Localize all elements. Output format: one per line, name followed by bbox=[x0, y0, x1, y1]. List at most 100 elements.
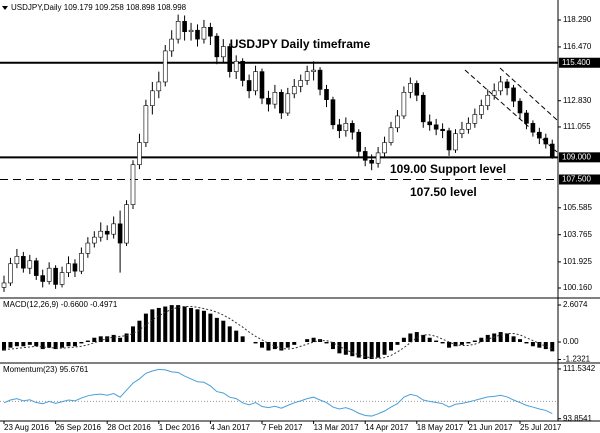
candle-body bbox=[517, 100, 523, 114]
candle-body bbox=[459, 128, 465, 134]
macd-bar bbox=[195, 309, 200, 342]
macd-bar bbox=[466, 341, 471, 344]
macd-bar bbox=[395, 341, 400, 345]
macd-bar bbox=[363, 341, 368, 360]
candle-body bbox=[53, 267, 58, 285]
y-tick-label: 111.5342 bbox=[563, 364, 596, 373]
macd-bar bbox=[34, 341, 39, 347]
candle-body bbox=[124, 204, 129, 244]
macd-bar bbox=[292, 341, 297, 345]
candle-body bbox=[117, 223, 123, 244]
candle-body bbox=[143, 105, 149, 143]
candle-body bbox=[130, 164, 136, 205]
macd-bar bbox=[453, 341, 458, 347]
candle-body bbox=[227, 46, 233, 72]
candle-body bbox=[66, 263, 71, 273]
macd-bar bbox=[182, 306, 187, 342]
candle-body bbox=[79, 253, 84, 272]
candle-body bbox=[304, 71, 310, 81]
candle-body bbox=[433, 124, 439, 130]
candle-body bbox=[543, 137, 549, 145]
candle-body bbox=[21, 256, 26, 269]
macd-bar bbox=[369, 341, 374, 360]
level-label-box bbox=[559, 174, 600, 185]
macd-bar bbox=[376, 341, 381, 358]
macd-bar bbox=[518, 339, 522, 342]
candle-body bbox=[27, 260, 33, 269]
macd-bar bbox=[2, 341, 6, 351]
candle-body bbox=[343, 123, 349, 132]
macd-bar bbox=[447, 341, 452, 348]
macd-bar bbox=[47, 341, 52, 348]
macd-bar bbox=[137, 320, 142, 342]
y-tick-label: 116.470 bbox=[563, 42, 592, 51]
candle-body bbox=[272, 92, 278, 105]
macd-bar bbox=[530, 341, 535, 347]
level-label: 109.000 bbox=[562, 152, 591, 161]
macd-bar bbox=[66, 341, 71, 347]
candle-body bbox=[208, 26, 213, 37]
x-tick-label: 26 Sep 2016 bbox=[56, 423, 102, 432]
candle-body bbox=[382, 142, 387, 154]
candle-body bbox=[472, 114, 478, 124]
candle-body bbox=[395, 115, 400, 129]
x-tick-label: 28 Oct 2016 bbox=[107, 423, 151, 432]
candle-body bbox=[201, 26, 207, 40]
macd-bar bbox=[260, 341, 264, 348]
macd-bar bbox=[214, 317, 219, 342]
macd-bar bbox=[208, 313, 213, 342]
y-tick-label: -1.2321 bbox=[563, 355, 591, 364]
candle-body bbox=[156, 81, 162, 92]
candle-body bbox=[485, 94, 491, 106]
macd-bar bbox=[427, 337, 432, 342]
candle-body bbox=[356, 131, 362, 152]
macd-signal bbox=[4, 306, 553, 359]
candle-body bbox=[420, 94, 426, 123]
macd-bar bbox=[543, 341, 548, 350]
macd-bar bbox=[163, 306, 168, 342]
candle-body bbox=[537, 131, 542, 139]
macd-bar bbox=[440, 341, 445, 344]
candle-body bbox=[285, 93, 291, 114]
macd-bar bbox=[337, 341, 342, 354]
candle-body bbox=[549, 143, 555, 158]
macd-bar bbox=[221, 320, 226, 342]
annotation: USDJPY Daily timeframe bbox=[230, 37, 371, 51]
macd-bar bbox=[234, 330, 239, 342]
macd-bar bbox=[389, 341, 393, 351]
candle-body bbox=[162, 50, 168, 83]
candle-body bbox=[279, 92, 284, 114]
macd-bar bbox=[14, 341, 19, 347]
macd-bar bbox=[414, 332, 419, 342]
candle-body bbox=[440, 128, 445, 132]
macd-bar bbox=[60, 341, 65, 348]
candle-body bbox=[259, 71, 265, 99]
macd-bar bbox=[459, 341, 464, 345]
candle-body bbox=[414, 83, 420, 96]
candle-body bbox=[349, 123, 355, 133]
candle-body bbox=[175, 21, 181, 40]
macd-bar bbox=[285, 341, 290, 348]
level-label: 107.500 bbox=[562, 175, 591, 184]
macd-bar bbox=[524, 341, 529, 344]
momentum-line bbox=[3, 368, 553, 417]
macd-bar bbox=[85, 340, 90, 342]
candle-body bbox=[427, 121, 433, 126]
x-tick-label: 25 Jul 2017 bbox=[520, 423, 562, 432]
candle-body bbox=[266, 97, 271, 105]
candle-body bbox=[150, 90, 155, 106]
candle-body bbox=[511, 87, 516, 102]
macd-bar bbox=[111, 334, 116, 342]
macd-bar bbox=[143, 313, 148, 342]
macd-bar bbox=[189, 307, 194, 342]
y-tick-label: 93.8541 bbox=[563, 414, 592, 423]
candle-body bbox=[46, 267, 52, 282]
y-tick-label: 0.00 bbox=[563, 337, 579, 346]
candle-body bbox=[466, 123, 471, 130]
y-tick-label: 118.290 bbox=[563, 15, 592, 24]
macd-bar bbox=[550, 341, 555, 352]
level-label-box bbox=[559, 57, 600, 68]
macd-bar bbox=[27, 341, 32, 345]
macd-bar bbox=[479, 337, 484, 342]
candle-body bbox=[182, 21, 187, 33]
